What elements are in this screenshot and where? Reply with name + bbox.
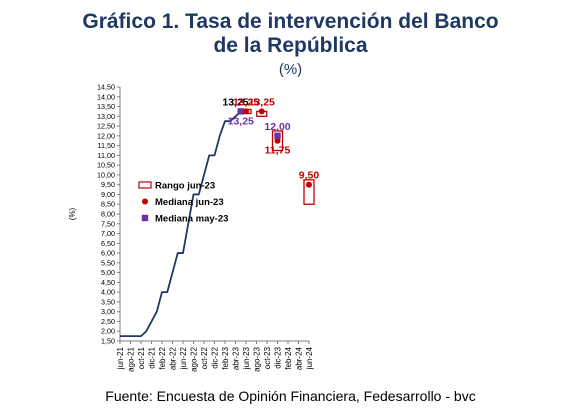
data-label: 13,25 <box>222 96 248 108</box>
y-tick-label: 12,50 <box>97 122 115 131</box>
x-tick-label: jun-21 <box>116 346 125 370</box>
legend-range-swatch <box>138 181 152 189</box>
y-axis-label: (%) <box>68 207 77 220</box>
y-tick-label: 13,50 <box>97 102 115 111</box>
data-label: 12,00 <box>264 121 290 133</box>
y-tick-label: 11,00 <box>98 151 115 160</box>
data-label: 9,50 <box>299 170 320 182</box>
data-label: 13,25 <box>233 96 259 108</box>
x-tick-label: oct-21 <box>137 346 146 369</box>
y-tick-label: 1,50 <box>101 337 115 346</box>
chart-title-line1: Gráfico 1. Tasa de intervención del Banc… <box>82 10 499 33</box>
y-tick-label: 4,00 <box>101 288 115 297</box>
x-tick-label: ago-23 <box>253 346 262 371</box>
y-tick-label: 7,00 <box>101 229 115 238</box>
y-tick-label: 2,50 <box>101 317 115 326</box>
y-tick-label: 10,50 <box>97 161 115 170</box>
policy-rate-line <box>120 110 242 338</box>
x-tick-label: feb-23 <box>221 346 230 369</box>
y-tick-label: 8,50 <box>101 200 115 209</box>
source-note: Fuente: Encuesta de Opinión Financiera, … <box>105 388 476 404</box>
legend-label: Mediana may-23 <box>155 214 228 225</box>
chart-area: 1,502,002,503,003,504,004,505,005,506,00… <box>68 83 320 372</box>
data-label: 13,25 <box>249 96 275 108</box>
data-label: 13,25 <box>228 115 254 127</box>
y-tick-label: 10,00 <box>97 170 115 179</box>
y-tick-label: 6,50 <box>101 239 115 248</box>
x-tick-label: oct-22 <box>200 346 209 369</box>
y-tick-label: 3,00 <box>101 307 115 316</box>
x-tick-label: oct-23 <box>263 346 272 369</box>
y-tick-label: 12,00 <box>97 131 115 140</box>
legend-label: Rango jun-23 <box>155 181 215 192</box>
y-tick-label: 6,00 <box>101 249 115 258</box>
x-tick-label: jun-22 <box>179 346 188 370</box>
x-tick-label: ago-22 <box>190 346 199 371</box>
y-tick-label: 9,50 <box>101 180 115 189</box>
x-tick-label: dic-22 <box>211 346 220 368</box>
legend: Rango jun-23 Mediana jun-23 Mediana may-23 <box>138 181 228 225</box>
y-tick-label: 13,00 <box>97 112 115 121</box>
median-jun23-marker <box>274 137 281 144</box>
y-tick-label: 5,50 <box>101 258 115 267</box>
chart-subtitle: (%) <box>278 61 303 78</box>
y-tick-label: 9,00 <box>101 190 115 199</box>
y-tick-label: 11,50 <box>98 141 115 150</box>
x-tick-label: dic-23 <box>274 346 283 368</box>
chart-title-line2: de la República <box>213 34 368 57</box>
x-tick-label: feb-22 <box>158 346 167 369</box>
x-tick-label: abr-22 <box>169 346 178 370</box>
x-tick-label: feb-24 <box>284 346 293 369</box>
y-tick-label: 2,00 <box>101 327 115 336</box>
median-jun23-marker <box>306 181 312 188</box>
range-box <box>271 130 284 152</box>
x-tick-label: ago-21 <box>127 346 136 371</box>
x-tick-label: jun-23 <box>242 346 251 370</box>
y-tick-label: 3,50 <box>101 297 115 306</box>
data-label: 11,75 <box>265 145 291 157</box>
legend-median-jun-swatch <box>142 198 148 205</box>
range-box <box>303 179 315 205</box>
y-tick-label: 8,00 <box>101 210 115 219</box>
x-tick-label: jun-24 <box>305 346 314 370</box>
y-tick-label: 14,00 <box>97 92 115 101</box>
legend-label: Mediana jun-23 <box>155 197 224 208</box>
x-tick-label: dic-21 <box>148 346 157 368</box>
x-tick-label: abr-23 <box>232 346 241 370</box>
median-jun23-marker <box>258 108 265 115</box>
median-may23-marker <box>237 108 244 115</box>
y-tick-label: 4,50 <box>101 278 115 287</box>
legend-median-may-swatch <box>141 214 149 222</box>
x-tick-label: abr-24 <box>295 346 304 370</box>
median-jun23-marker <box>243 108 249 115</box>
median-may23-marker <box>274 132 281 140</box>
y-tick-label: 7,50 <box>101 219 115 228</box>
y-tick-label: 5,00 <box>101 268 115 277</box>
y-tick-label: 14,50 <box>97 83 115 92</box>
